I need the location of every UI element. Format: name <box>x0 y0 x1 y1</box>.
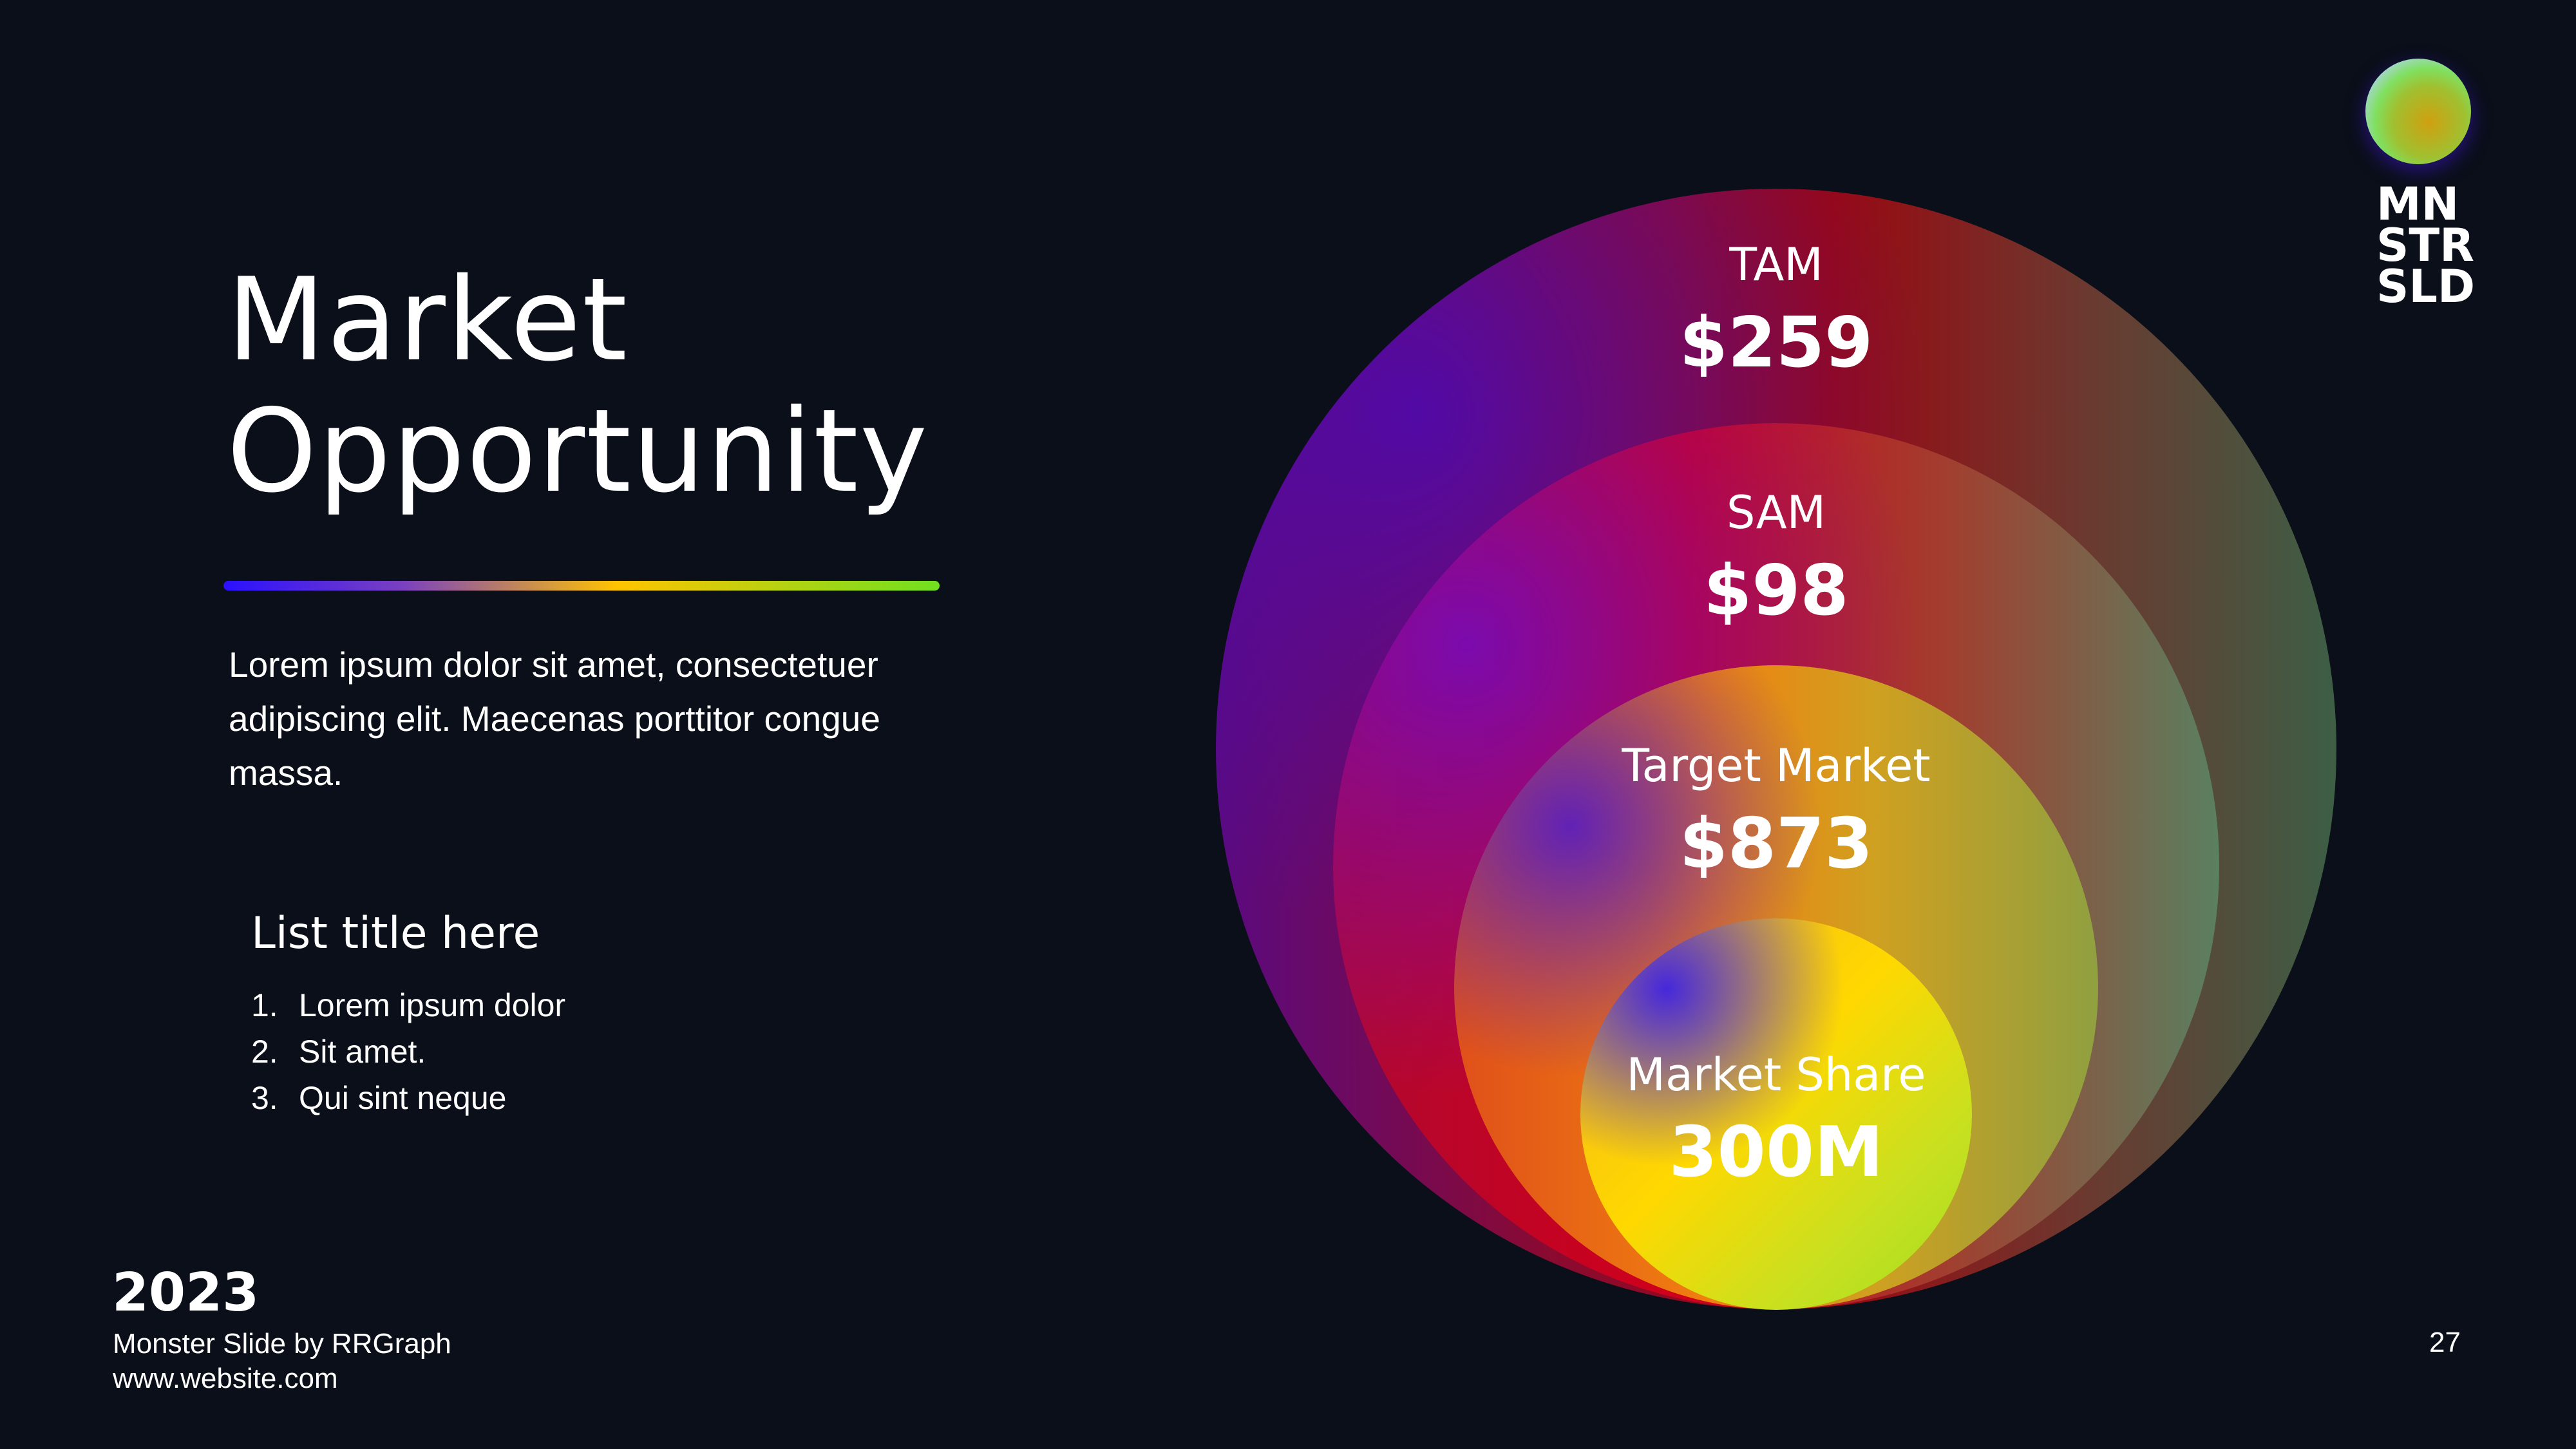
sam-label: SAM <box>1726 486 1826 539</box>
page-title: Market Opportunity <box>227 254 929 517</box>
list-item: 2. Sit amet. <box>251 1028 565 1075</box>
footer-credit: Monster Slide by RRGraph www.website.com <box>113 1327 451 1396</box>
list-text: Sit amet. <box>299 1034 426 1070</box>
list-text: Qui sint neque <box>299 1080 507 1116</box>
list-number: 3. <box>251 1080 278 1116</box>
sam-value: $98 <box>1703 551 1849 631</box>
target-market-value: $873 <box>1679 804 1873 884</box>
numbered-list: 1. Lorem ipsum dolor 2. Sit amet. 3. Qui si… <box>251 982 565 1121</box>
list-number: 1. <box>251 987 278 1023</box>
footer-year: 2023 <box>112 1262 260 1323</box>
gradient-divider <box>223 581 940 591</box>
credit-text: Monster Slide by RRGraph <box>113 1328 451 1359</box>
page-number: 27 <box>2429 1327 2461 1358</box>
logo-orb-icon <box>2365 59 2471 164</box>
target-market-label: Target Market <box>1622 739 1931 792</box>
logo-text: MN STR SLD <box>2376 178 2476 313</box>
market-share-label: Market Share <box>1626 1048 1926 1101</box>
logo-line: STR <box>2376 219 2475 272</box>
market-share-value: 300M <box>1669 1112 1884 1193</box>
list-item: 3. Qui sint neque <box>251 1075 565 1121</box>
tam-label: TAM <box>1729 238 1823 291</box>
logo-line: SLD <box>2376 260 2476 313</box>
title-line-2: Opportunity <box>227 384 929 518</box>
list-text: Lorem ipsum dolor <box>299 987 566 1023</box>
market-share-circle <box>1580 918 1972 1310</box>
title-line-1: Market <box>227 253 629 386</box>
list-title: List title here <box>251 908 540 959</box>
list-item: 1. Lorem ipsum dolor <box>251 982 565 1028</box>
description-text: Lorem ipsum dolor sit amet, consectetuer… <box>229 645 880 793</box>
website-link[interactable]: www.website.com <box>113 1363 338 1394</box>
logo-line: MN <box>2376 178 2459 231</box>
tam-value: $259 <box>1679 303 1873 383</box>
list-number: 2. <box>251 1034 278 1070</box>
